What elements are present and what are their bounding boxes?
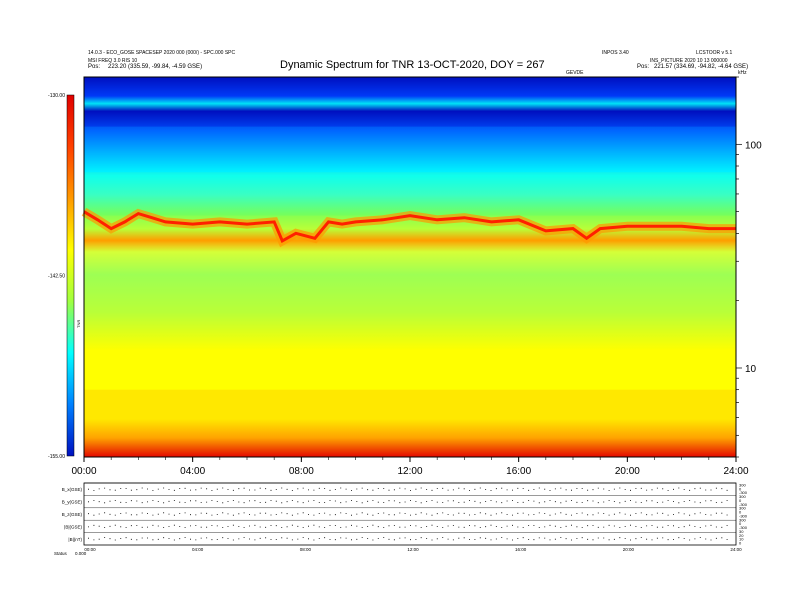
colorbar-label-0: -130.00 — [48, 93, 65, 99]
panel-trace-2 — [88, 512, 728, 516]
panel-right-tick-1: 0 — [739, 486, 742, 491]
panel-trace-4 — [88, 537, 728, 541]
y-tick-label-0: 100 — [745, 140, 762, 151]
panel-right-tick-14: 10 — [739, 537, 744, 542]
panel-trace-0 — [88, 487, 728, 491]
header-right-line1a: INPOS 3.40 — [602, 50, 629, 56]
header-right-line1b: LCSTOOR v 5.1 — [696, 50, 733, 56]
panel-trace-1 — [88, 500, 728, 504]
spectrum-band-3 — [84, 215, 736, 390]
panel-x-tick-label-3: 12:00 — [407, 547, 419, 552]
panel-x-tick-label-2: 08:00 — [300, 547, 312, 552]
panel-x-tick-label-5: 20:00 — [623, 547, 635, 552]
panel-right-tick-7: 0 — [739, 510, 742, 515]
panel-x-tick-label-4: 16:00 — [515, 547, 527, 552]
chart-title: Dynamic Spectrum for TNR 13-OCT-2020, DO… — [280, 59, 545, 71]
spectrum-band-4 — [84, 389, 736, 457]
panel-right-tick-6: 300 — [739, 506, 746, 511]
panel-footer-label: Status — [54, 551, 68, 556]
spectrum-background — [84, 77, 736, 457]
panel-x-tick-label-6: 24:00 — [730, 547, 742, 552]
panel-x-tick-label-1: 04:00 — [192, 547, 204, 552]
spectrum-band-2 — [84, 172, 736, 216]
x-tick-label-1: 04:00 — [180, 466, 205, 477]
panel-label-3: |B|(GSE) — [64, 524, 82, 529]
header-left-pos-value: 223.20 (335.59, -99.84, -4.59 GSE) — [108, 64, 203, 70]
colorbar-unit-label: TNR — [76, 320, 81, 328]
panel-frame — [83, 482, 737, 546]
panel-right-tick-4: 0 — [739, 498, 742, 503]
header-right-pos-value: 221.57 (334.69, -94.82, -4.64 GSE) — [654, 64, 749, 70]
x-tick-label-4: 16:00 — [506, 466, 531, 477]
header-center-small: GEVDE — [566, 70, 584, 76]
colorbar — [66, 94, 75, 457]
panel-right-tick-2: -300 — [739, 490, 748, 495]
panel-label-2: B_z(GSE) — [62, 512, 83, 517]
spectrum-band-1 — [84, 126, 736, 173]
x-tick-label-3: 12:00 — [397, 466, 422, 477]
panel-trace-3 — [88, 524, 728, 528]
panel-right-tick-10: 0 — [739, 521, 742, 526]
panel-label-0: B_x(GSE) — [62, 487, 83, 492]
panel-label-4: |B|(nT) — [68, 537, 82, 542]
x-tick-label-5: 20:00 — [615, 466, 640, 477]
panel-right-tick-0: 300 — [739, 483, 746, 488]
panel-label-1: B_y(GSE) — [62, 500, 83, 505]
panel-right-tick-11: -300 — [739, 525, 748, 530]
panel-x-tick-label-0: 00:00 — [84, 547, 96, 552]
panel-right-tick-13: 20 — [739, 533, 744, 538]
x-tick-label-0: 00:00 — [71, 466, 96, 477]
x-tick-label-6: 24:00 — [723, 466, 748, 477]
colorbar-label-1: -142.50 — [48, 274, 65, 280]
header-right-pos-label: Pos: — [637, 64, 650, 70]
panel-right-tick-8: -300 — [739, 513, 748, 518]
header-left-line2: MSI FREQ 3.0 RIS 10 — [88, 58, 138, 64]
header-left-pos-label: Pos: — [88, 64, 101, 70]
header-corner-small: kHz — [738, 70, 747, 76]
header-right-line2: INS_PICTURE 2020 10 13 000000 — [650, 58, 728, 64]
panel-right-tick-9: 300 — [739, 517, 746, 522]
header-left-line1: 14.0.3 - ECO_GOSE SPACESEP 2020 000 (000… — [88, 50, 236, 56]
panel-right-tick-3: 300 — [739, 494, 746, 499]
y-tick-label-1: 10 — [745, 364, 757, 375]
colorbar-label-2: -155.00 — [48, 454, 65, 460]
panel-right-tick-12: 30 — [739, 529, 744, 534]
panel-right-tick-15: 0 — [739, 541, 742, 546]
x-tick-label-2: 08:00 — [289, 466, 314, 477]
spectrum-band-0 — [84, 77, 736, 127]
emission-line — [83, 210, 736, 244]
panel-right-tick-5: -300 — [739, 502, 748, 507]
panel-footer-value: 0.000 — [75, 551, 87, 556]
